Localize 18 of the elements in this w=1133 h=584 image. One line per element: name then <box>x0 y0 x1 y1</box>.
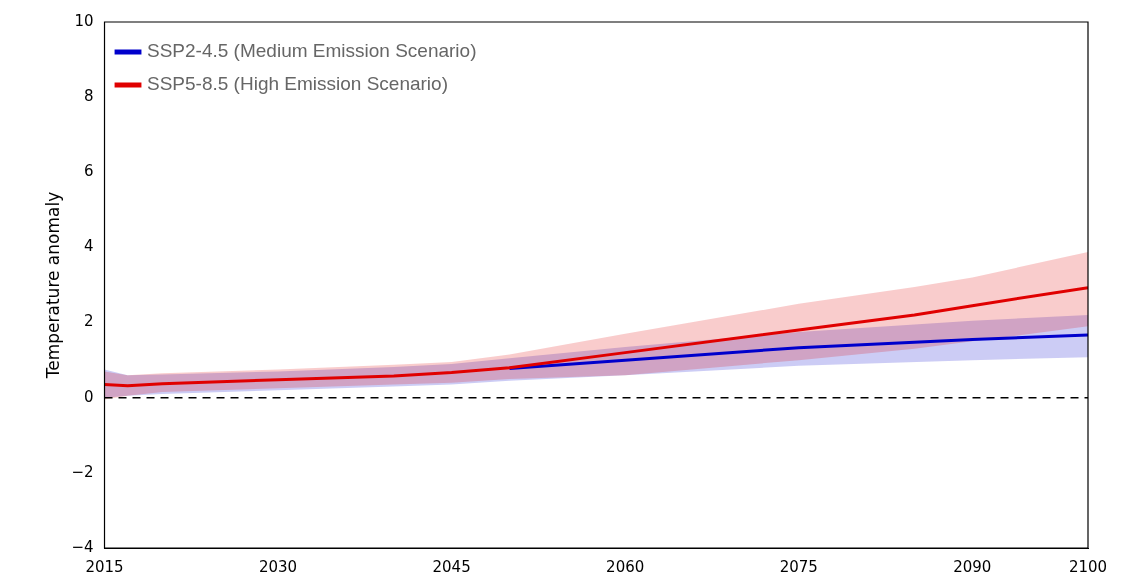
x-tick-label: 2030 <box>258 557 298 576</box>
y-tick-label: −4 <box>71 537 94 556</box>
x-tick-label: 2060 <box>606 557 645 576</box>
x-tick-label: 2075 <box>779 557 818 576</box>
y-tick-label: 6 <box>83 162 94 181</box>
x-tick-label: 2090 <box>953 557 992 576</box>
x-tick-label: 2045 <box>432 557 471 576</box>
legend-label: SSP2-4.5 (Medium Emission Scenario) <box>147 40 477 62</box>
x-tick-label: 2100 <box>1068 557 1108 576</box>
y-tick-label: 0 <box>83 387 94 406</box>
y-tick-label: 10 <box>74 11 94 30</box>
y-tick-label: −2 <box>71 462 94 481</box>
y-tick-label: 4 <box>83 237 94 256</box>
y-axis-title: Temperature anomaly <box>42 191 63 380</box>
y-tick-label: 8 <box>83 87 94 106</box>
x-tick-label: 2015 <box>85 557 124 576</box>
legend-label: SSP5-8.5 (High Emission Scenario) <box>147 73 448 95</box>
y-tick-label: 2 <box>83 312 94 331</box>
